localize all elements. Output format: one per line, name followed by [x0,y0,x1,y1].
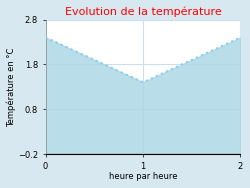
X-axis label: heure par heure: heure par heure [109,172,177,181]
Title: Evolution de la température: Evolution de la température [65,7,222,17]
Y-axis label: Température en °C: Température en °C [7,47,16,127]
